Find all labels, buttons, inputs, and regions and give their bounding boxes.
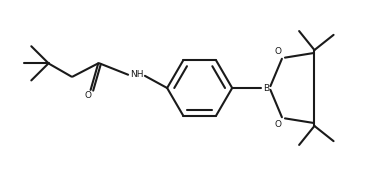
Text: O: O xyxy=(275,120,281,129)
Text: O: O xyxy=(275,47,281,56)
Text: O: O xyxy=(84,91,91,100)
Text: B: B xyxy=(263,83,270,93)
Text: NH: NH xyxy=(130,70,143,79)
